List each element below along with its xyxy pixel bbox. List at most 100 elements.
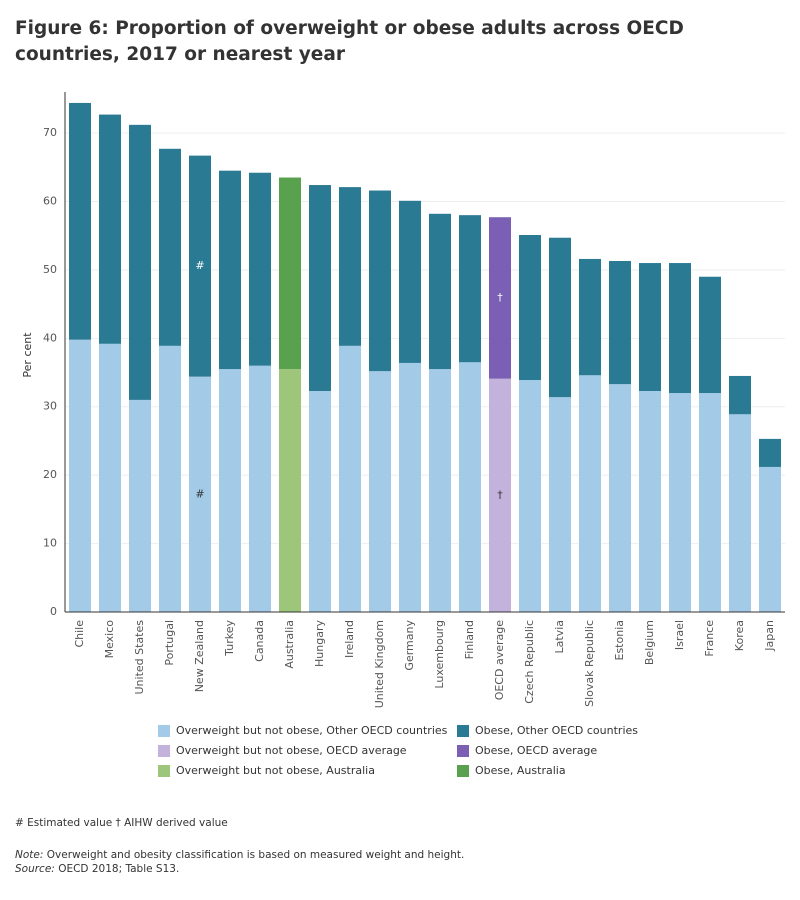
bar-segment	[579, 375, 601, 612]
y-tick-label: 20	[43, 468, 57, 481]
x-tick-label: Hungary	[313, 620, 326, 667]
legend-label: Obese, OECD average	[475, 744, 597, 757]
bar-segment	[579, 258, 601, 376]
bar-segment	[429, 213, 451, 370]
y-tick-label: 0	[50, 605, 57, 618]
source-label: Source:	[15, 863, 55, 875]
annotation: †	[497, 488, 503, 501]
bar-segment	[459, 362, 481, 612]
bar-segment	[369, 190, 391, 372]
bar-segment	[249, 172, 271, 366]
x-tick-label: Finland	[463, 620, 476, 659]
x-tick-label: Turkey	[223, 620, 236, 657]
note-label: Note:	[15, 849, 44, 861]
x-tick-label: Portugal	[163, 620, 176, 666]
x-tick-label: Czech Republic	[523, 620, 536, 704]
bar-segment	[669, 393, 691, 612]
bar-segment	[549, 397, 571, 612]
legend-swatch	[158, 765, 170, 777]
legend-label: Overweight but not obese, OECD average	[176, 744, 407, 757]
y-axis-label: Per cent	[21, 332, 34, 378]
bar-segment	[99, 114, 121, 344]
bar-segment	[189, 376, 211, 612]
x-tick-label: Chile	[73, 620, 86, 648]
y-tick-label: 40	[43, 331, 57, 344]
bar-segment	[519, 235, 541, 381]
note: Note: Overweight and obesity classificat…	[15, 849, 464, 861]
bar-segment	[369, 371, 391, 612]
annotation: #	[195, 487, 204, 500]
bar-segment	[309, 391, 331, 612]
y-tick-label: 50	[43, 263, 57, 276]
footnote: # Estimated value † AIHW derived value	[15, 817, 228, 829]
x-tick-label: Estonia	[613, 620, 626, 661]
y-tick-label: 10	[43, 537, 57, 550]
x-tick-label: Luxembourg	[433, 620, 446, 689]
bar-segment	[549, 237, 571, 398]
chart: Per cent 0 10 20 30 40 50 60 70 Chile Mexico Unite…	[21, 92, 785, 777]
bar-segment	[519, 380, 541, 612]
bar-segment	[99, 343, 121, 612]
bar-segment	[399, 362, 421, 612]
bar-segment	[459, 215, 481, 363]
bar-segment	[219, 170, 241, 370]
chart-title: Figure 6: Proportion of overweight or ob…	[15, 18, 684, 65]
legend-label: Overweight but not obese, Other OECD cou…	[176, 724, 448, 737]
bar-segment	[399, 200, 421, 363]
bar-segment	[129, 399, 151, 612]
legend-label: Overweight but not obese, Australia	[176, 764, 375, 777]
x-tick-label: Mexico	[103, 620, 116, 659]
bar-segment	[69, 102, 91, 340]
annotation: #	[195, 259, 204, 272]
bar-segment	[159, 148, 181, 346]
y-tick-label: 60	[43, 194, 57, 207]
bar-segment	[609, 384, 631, 612]
x-tick-label: Slovak Republic	[583, 620, 596, 707]
source: Source: OECD 2018; Table S13.	[15, 863, 179, 875]
x-tick-label: Canada	[253, 620, 266, 662]
legend-swatch	[158, 745, 170, 757]
x-tick-label: Latvia	[553, 620, 566, 654]
legend-swatch	[457, 745, 469, 757]
bar-segment	[129, 124, 151, 400]
legend-label: Obese, Other OECD countries	[475, 724, 638, 737]
bar-segment	[759, 466, 781, 612]
x-tick-label: Australia	[283, 620, 296, 669]
y-tick-label: 70	[43, 126, 57, 139]
x-tick-label: Israel	[673, 620, 686, 650]
bar-segment	[249, 365, 271, 612]
x-tick-label: United Kingdom	[373, 620, 386, 708]
bar-segment	[429, 369, 451, 612]
x-tick-label: Belgium	[643, 620, 656, 665]
legend-swatch	[158, 725, 170, 737]
bar-segment	[189, 155, 211, 377]
bar-segment	[339, 345, 361, 612]
x-tick-label: Ireland	[343, 620, 356, 658]
y-tick-label: 30	[43, 400, 57, 413]
x-tick-label: Korea	[733, 620, 746, 651]
bar-segment	[699, 276, 721, 394]
bar-segment	[489, 217, 511, 379]
bar-segment	[339, 187, 361, 346]
x-tick-label: United States	[133, 620, 146, 695]
x-tick-label: Japan	[763, 620, 776, 652]
bar-segment	[219, 369, 241, 612]
x-tick-label: New Zealand	[193, 620, 206, 692]
bar-segment	[309, 185, 331, 391]
bar-segment	[279, 177, 301, 370]
bar-segment	[159, 345, 181, 612]
bar-segment	[639, 263, 661, 391]
x-tick-label: France	[703, 620, 716, 657]
bar-segment	[729, 414, 751, 612]
bar-segment	[669, 263, 691, 394]
bar-segment	[759, 438, 781, 467]
bar-segment	[609, 261, 631, 385]
legend-swatch	[457, 725, 469, 737]
bar-segment	[69, 339, 91, 612]
annotation: †	[497, 291, 503, 304]
x-tick-label: OECD average	[493, 620, 506, 701]
x-tick-label: Germany	[403, 620, 416, 671]
source-text: OECD 2018; Table S13.	[58, 863, 180, 875]
legend-swatch	[457, 765, 469, 777]
